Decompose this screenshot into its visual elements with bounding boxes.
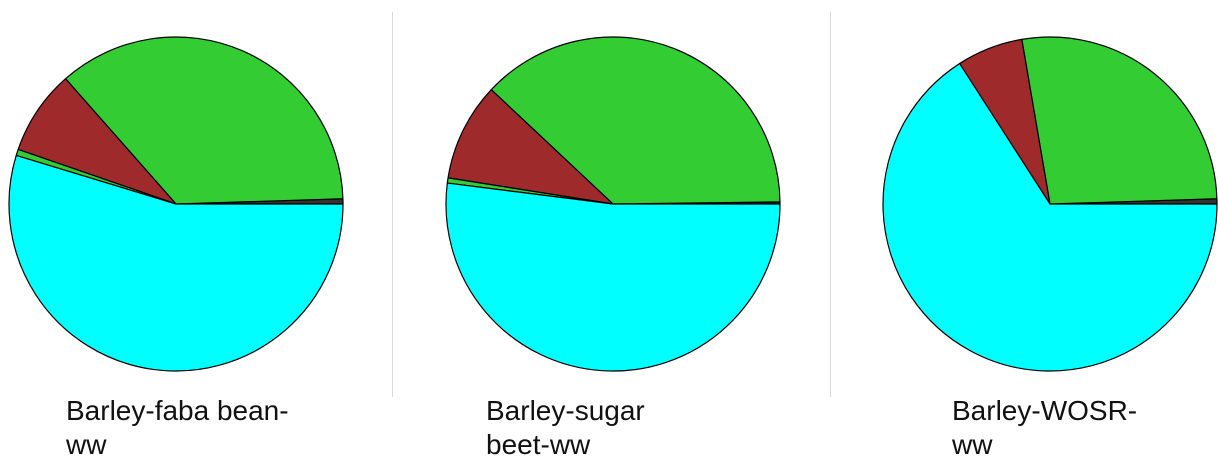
- caption-3-line-2: ww: [952, 429, 993, 460]
- pie-3-slice-4: [882, 62, 1218, 372]
- pie-chart-3: [882, 36, 1218, 372]
- pie-1-slice-2: [64, 36, 344, 205]
- caption-2-line-2: beet-ww: [486, 429, 591, 460]
- pie-1-slice-5: [8, 154, 344, 372]
- caption-2-line-1: Barley-sugar: [486, 395, 645, 426]
- divider-2: [830, 12, 831, 397]
- pie-2-slice-2: [490, 36, 781, 205]
- pie-chart-1: [8, 36, 344, 372]
- caption-2: Barley-sugar beet-ww: [486, 394, 645, 462]
- caption-1: Barley-faba bean- ww: [66, 394, 289, 462]
- pie-2-slice-3: [447, 89, 614, 205]
- caption-3: Barley-WOSR- ww: [952, 394, 1137, 462]
- caption-1-line-1: Barley-faba bean-: [66, 395, 289, 426]
- pie-3-slice-2: [1021, 36, 1218, 205]
- pie-2-slice-5: [445, 182, 781, 372]
- pie-chart-2: [445, 36, 781, 372]
- caption-3-line-1: Barley-WOSR-: [952, 395, 1138, 426]
- divider-1: [392, 12, 393, 397]
- caption-1-line-2: ww: [66, 429, 107, 460]
